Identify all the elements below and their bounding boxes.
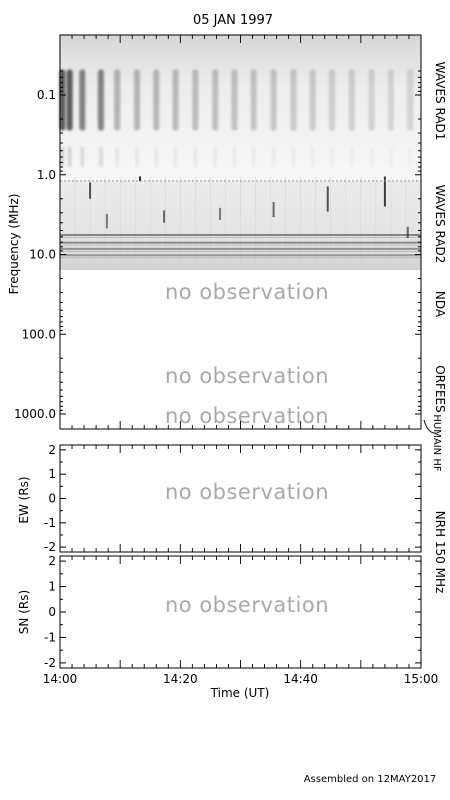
x-axis-label: Time (UT): [210, 686, 270, 700]
pos-y-tick-label: -2: [44, 656, 56, 670]
rad1-burst: [79, 69, 86, 131]
pos-y-tick-label: 1: [48, 467, 56, 481]
rad1-burst: [192, 69, 199, 131]
rad1-burst: [348, 69, 355, 131]
rad1-burst-tail: [193, 147, 197, 168]
rad1-burst: [250, 69, 257, 131]
rad2-band-line: [60, 247, 421, 250]
rad1-burst: [114, 69, 121, 131]
orfees-no-observation: no observation: [165, 364, 329, 388]
humain-no-observation: no observation: [165, 404, 329, 428]
rad1-burst: [387, 69, 394, 131]
rad1-burst-tail: [80, 147, 84, 168]
rad1-burst: [270, 69, 277, 131]
sn-y-ticks: 2 1 0 -1 -2: [44, 554, 421, 670]
rad1-burst: [172, 69, 179, 131]
y-tick-label: 0.1: [37, 88, 56, 102]
spectrum-y-ticks: 0.1 1.0 10.0 100.0 1000.0: [14, 70, 421, 421]
rad1-burst: [309, 69, 316, 131]
rad1-burst-tail: [154, 147, 158, 168]
pos-y-tick-label: -2: [44, 540, 56, 554]
ew-ylabel: EW (Rs): [17, 476, 31, 523]
rad2-band-line: [60, 257, 421, 259]
nrh-label: NRH 150 MHz: [433, 511, 447, 594]
spectrum-ylabel: Frequency (MHz): [7, 194, 21, 295]
sn-ylabel: SN (Rs): [17, 590, 31, 634]
rad1-burst-tail: [174, 147, 178, 168]
ew-y-ticks: 2 1 0 -1 -2: [44, 443, 421, 554]
x-tick-label: 14:00: [43, 672, 78, 686]
rad2-band-line: [60, 237, 421, 239]
rad2-bands: [60, 234, 421, 259]
x-tick-labels: 14:00 14:20 14:40 15:00: [43, 672, 439, 686]
humain-label: HUMAIN HF: [431, 414, 442, 471]
pos-y-tick-label: 0: [48, 492, 56, 506]
rad1-bursts: [59, 69, 414, 168]
rad1-burst-tail: [232, 147, 236, 168]
rad2-texture: [59, 176, 422, 267]
x-ticks: [59, 35, 422, 668]
rad1-band: [60, 35, 421, 181]
sn-panel: no observation 2 1 0 -1 -2 SN (Rs): [17, 554, 422, 670]
rad1-burst-tail: [311, 147, 315, 168]
x-tick-label: 15:00: [404, 672, 439, 686]
rad1-burst: [212, 69, 219, 131]
rad1-burst: [407, 69, 414, 131]
sn-no-observation: no observation: [165, 593, 329, 617]
pos-y-tick-label: -1: [44, 630, 56, 644]
rad1-burst-tail: [252, 147, 256, 168]
rad1-burst: [134, 69, 141, 131]
rad2-band-line: [60, 241, 421, 244]
rad1-burst-tail: [350, 147, 354, 168]
rad1-burst-tail: [272, 147, 276, 168]
rad1-burst-tail: [389, 147, 393, 168]
rad1-burst: [59, 69, 66, 131]
spectrum-panel: no observation no observation no observa…: [7, 34, 447, 472]
rad1-burst: [290, 69, 297, 131]
rad2-band-line: [60, 234, 421, 237]
nda-no-observation: no observation: [165, 280, 329, 304]
y-tick-label: 1000.0: [14, 407, 56, 421]
chart-title: 05 JAN 1997: [193, 13, 273, 28]
rad1-burst-tail: [408, 147, 412, 168]
rad1-burst: [368, 69, 375, 131]
rad1-burst-tail: [370, 147, 374, 168]
rad1-burst-tail: [99, 147, 103, 168]
assembled-note: Assembled on 12MAY2017: [304, 774, 437, 785]
rad1-burst-tail: [115, 147, 119, 168]
ew-panel: no observation 2 1 0 -1 -2 EW (Rs): [17, 443, 422, 554]
rad1-label: WAVES RAD1: [433, 62, 447, 141]
rad1-burst: [153, 69, 160, 131]
y-tick-label: 100.0: [22, 327, 56, 341]
rad1-burst: [328, 69, 335, 131]
rad1-burst: [231, 69, 238, 131]
rad1-burst: [66, 69, 73, 131]
rad1-burst-tail: [68, 147, 72, 168]
rad2-band-line: [60, 244, 421, 246]
rad1-burst: [97, 69, 104, 131]
humain-bracket: [423, 419, 437, 434]
pos-y-tick-label: 2: [48, 554, 56, 568]
rad1-burst-tail: [291, 147, 295, 168]
rad2-band-line: [60, 250, 421, 252]
rad2-band-line: [60, 254, 421, 257]
y-tick-label: 10.0: [29, 248, 56, 262]
ew-no-observation: no observation: [165, 480, 329, 504]
pos-y-tick-label: 0: [48, 605, 56, 619]
rad1-burst-tail: [135, 147, 139, 168]
x-tick-label: 14:20: [163, 672, 198, 686]
rad1-burst-tail: [330, 147, 334, 168]
rad1-burst-tail: [213, 147, 217, 168]
orfees-label: ORFEES: [433, 365, 447, 412]
x-tick-label: 14:40: [283, 672, 318, 686]
nda-label: NDA: [433, 291, 447, 318]
pos-y-tick-label: -1: [44, 516, 56, 530]
rad2-label: WAVES RAD2: [433, 185, 447, 264]
y-tick-label: 1.0: [37, 168, 56, 182]
pos-y-tick-label: 2: [48, 443, 56, 457]
pos-y-tick-label: 1: [48, 580, 56, 594]
